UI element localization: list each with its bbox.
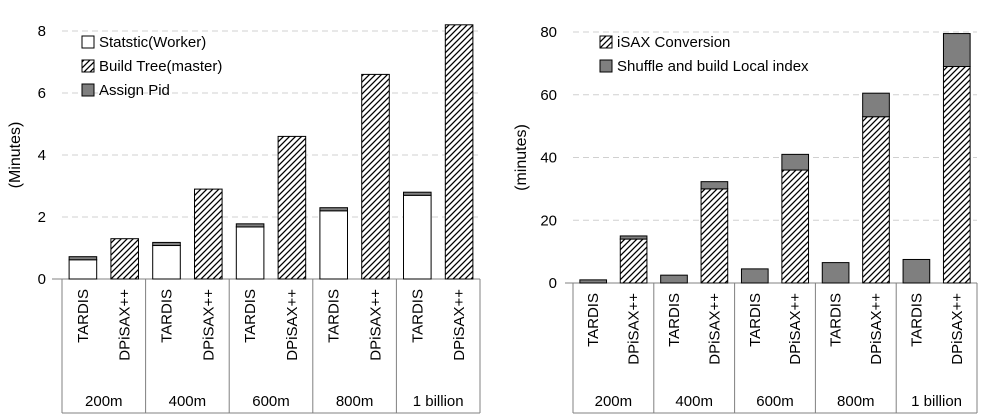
legend-label: Statstic(Worker) — [99, 34, 206, 51]
bar-hatch-dpisax — [277, 135, 307, 280]
bar-hatch-dpisax — [110, 238, 139, 280]
bar-hatch-dpisax — [194, 188, 223, 280]
y-tick-label: 6 — [38, 85, 46, 102]
y-tick-label: 2 — [38, 209, 46, 226]
bar-white-tardis — [68, 259, 98, 280]
bar-white-tardis — [319, 210, 348, 280]
x-category-label: DPiSAX++ — [451, 289, 468, 361]
y-tick-label: 0 — [38, 271, 46, 288]
bar-white-tardis — [235, 226, 265, 280]
x-category-label: DPiSAX++ — [200, 289, 217, 361]
legend-swatch — [81, 59, 95, 73]
bar-gray-tardis — [319, 207, 348, 212]
bar-hatch-dpisax — [361, 73, 390, 280]
y-axis-label: (Minutes) — [7, 122, 24, 189]
x-group-label: 400m — [169, 393, 207, 410]
bar-gray-tardis — [152, 241, 181, 247]
x-category-label: TARDIS — [326, 289, 343, 343]
x-group-label: 1 billion — [413, 393, 464, 410]
x-group-label: 800m — [336, 393, 374, 410]
legend-swatch — [81, 35, 95, 49]
y-tick-label: 8 — [38, 23, 46, 40]
x-category-label: DPiSAX++ — [117, 289, 134, 361]
legend-swatch — [81, 83, 95, 97]
x-category-label: TARDIS — [409, 289, 426, 343]
bar-white-tardis — [152, 245, 181, 280]
x-category-label: DPiSAX++ — [284, 289, 301, 361]
x-category-label: TARDIS — [75, 289, 92, 343]
bar-gray-tardis — [403, 191, 432, 196]
x-category-label: TARDIS — [159, 289, 176, 343]
x-category-label: TARDIS — [242, 289, 259, 343]
x-category-label: DPiSAX++ — [368, 289, 385, 361]
bar-gray-tardis — [235, 223, 265, 228]
legend-label: Assign Pid — [99, 82, 170, 99]
x-group-label: 600m — [252, 393, 290, 410]
y-tick-label: 4 — [38, 147, 46, 164]
legend-label: Build Tree(master) — [99, 58, 222, 75]
bar-white-tardis — [403, 194, 432, 280]
bar-gray-tardis — [68, 256, 98, 261]
x-group-label: 200m — [85, 393, 123, 410]
bar-hatch-dpisax — [444, 24, 474, 280]
